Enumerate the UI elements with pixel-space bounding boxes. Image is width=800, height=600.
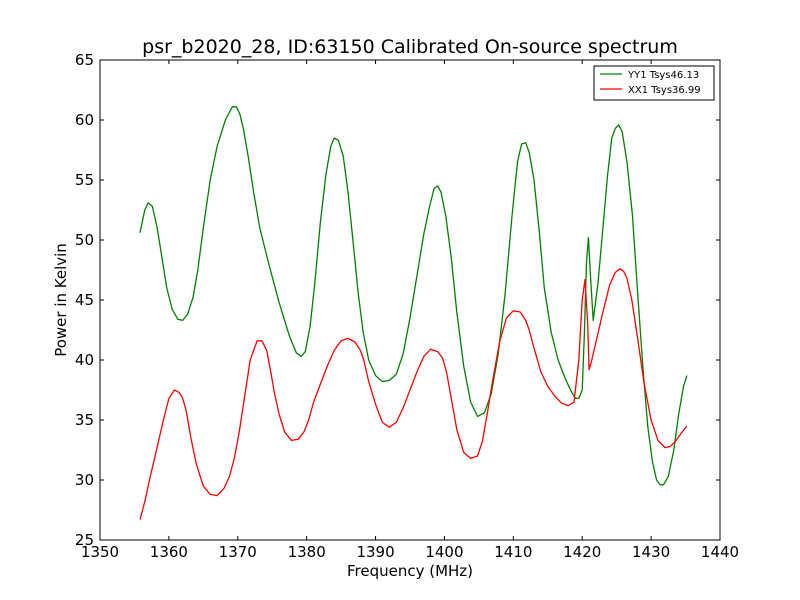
legend-label-xx1: XX1 Tsys36.99 <box>628 85 701 96</box>
y-ticks: 25 30 35 40 45 50 55 60 65 <box>75 51 720 549</box>
series-line-xx1 <box>139 268 688 520</box>
x-tick-label: 1410 <box>494 543 532 561</box>
x-tick-label: 1380 <box>288 543 326 561</box>
plot-area: 1350 1360 1370 1380 1390 1400 1410 1420 1430 1440… <box>75 51 739 561</box>
x-tick-label: 1350 <box>81 543 119 561</box>
y-tick-label: 50 <box>75 231 94 249</box>
y-tick-label: 40 <box>75 351 94 369</box>
y-tick-label: 60 <box>75 111 94 129</box>
y-tick-label: 25 <box>75 531 94 549</box>
x-ticks: 1350 1360 1370 1380 1390 1400 1410 1420 1430 1440 <box>81 60 739 561</box>
x-tick-label: 1400 <box>425 543 463 561</box>
chart-title: psr_b2020_28, ID:63150 Calibrated On-sou… <box>142 36 678 58</box>
y-tick-label: 55 <box>75 171 94 189</box>
x-tick-label: 1370 <box>219 543 257 561</box>
x-tick-label: 1420 <box>563 543 601 561</box>
x-tick-label: 1360 <box>150 543 188 561</box>
legend-box <box>593 65 715 101</box>
y-axis-label: Power in Kelvin <box>52 243 70 357</box>
y-tick-label: 30 <box>75 471 94 489</box>
series-line-yy1 <box>139 106 688 486</box>
series-layer <box>139 106 688 520</box>
x-tick-label: 1430 <box>632 543 670 561</box>
x-axis-label: Frequency (MHz) <box>347 562 473 580</box>
x-tick-label: 1390 <box>356 543 394 561</box>
legend: YY1 Tsys46.13 XX1 Tsys36.99 <box>593 65 715 101</box>
x-tick-label: 1440 <box>701 543 739 561</box>
legend-label-yy1: YY1 Tsys46.13 <box>627 70 699 81</box>
y-tick-label: 45 <box>75 291 94 309</box>
y-tick-label: 65 <box>75 51 94 69</box>
y-tick-label: 35 <box>75 411 94 429</box>
plot-background <box>100 60 720 540</box>
